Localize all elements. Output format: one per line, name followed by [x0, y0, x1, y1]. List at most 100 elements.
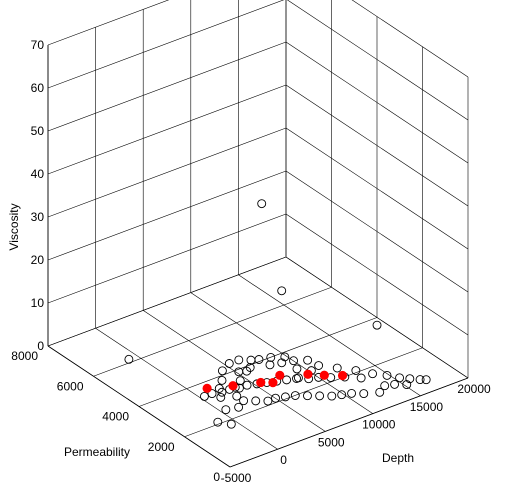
- data-point: [282, 375, 292, 385]
- back-wall-gridline: [285, 127, 469, 250]
- back-wall-gridline: [286, 0, 469, 121]
- highlighted-data-point: [256, 377, 266, 388]
- back-wall-gridline: [47, 0, 285, 89]
- highlighted-data-point: [202, 383, 212, 393]
- tick-label: 0: [37, 339, 44, 353]
- data-markers: [124, 199, 431, 429]
- data-point: [327, 391, 337, 401]
- back-wall-gridline: [47, 41, 287, 132]
- data-point: [347, 388, 357, 398]
- data-point: [271, 393, 280, 403]
- data-point: [213, 417, 223, 427]
- data-point: [421, 375, 431, 385]
- highlighted-data-point: [268, 378, 278, 388]
- data-point: [375, 387, 385, 397]
- data-point: [359, 389, 369, 399]
- back-wall-gridline: [285, 84, 469, 207]
- back-wall-gridline: [47, 127, 287, 218]
- data-point: [277, 358, 287, 368]
- data-point: [217, 375, 227, 385]
- x-axis-line: [229, 377, 469, 468]
- back-wall-gridline: [285, 41, 469, 164]
- data-point: [224, 359, 234, 368]
- tick-label: 6000: [57, 379, 84, 393]
- y-axis-line: [47, 345, 231, 468]
- highlighted-data-point: [275, 370, 285, 380]
- tick-label: 60: [31, 81, 45, 95]
- data-point: [356, 373, 366, 383]
- data-point: [405, 374, 415, 384]
- data-point: [280, 352, 290, 362]
- back-wall-gridline: [47, 0, 170, 46]
- floor-gridline: [184, 347, 423, 438]
- tick-labels: -500005000100001500020000020004000600080…: [11, 38, 491, 485]
- data-point: [226, 419, 236, 429]
- data-point: [242, 380, 252, 390]
- data-point: [415, 375, 425, 385]
- data-point: [332, 363, 342, 373]
- z-axis-label: Viscosity: [7, 203, 21, 250]
- data-point: [382, 370, 392, 380]
- floor-gridline: [138, 317, 378, 407]
- data-point: [217, 366, 227, 376]
- data-point: [207, 389, 217, 399]
- back-wall-gridline: [47, 213, 287, 304]
- tick-label: 5000: [318, 435, 345, 449]
- back-wall-gridline: [285, 213, 469, 336]
- tick-label: 2000: [148, 440, 175, 454]
- tick-label: 10000: [362, 418, 396, 432]
- data-point: [380, 381, 390, 391]
- back-wall-gridline: [285, 170, 469, 293]
- data-point: [234, 402, 244, 412]
- data-point: [263, 396, 273, 406]
- data-point: [372, 320, 382, 330]
- tick-label: 20000: [457, 382, 491, 396]
- tick-label: 8000: [11, 349, 38, 363]
- data-point: [292, 374, 301, 383]
- data-point: [257, 199, 267, 209]
- data-point: [368, 369, 378, 379]
- data-point: [246, 355, 256, 365]
- data-point: [266, 352, 276, 362]
- tick-label: -5000: [221, 471, 252, 485]
- data-point: [235, 376, 245, 386]
- tick-label: 4000: [102, 410, 129, 424]
- floor-gridline: [93, 286, 332, 377]
- back-wall-gridline: [47, 256, 287, 347]
- data-point: [303, 355, 313, 365]
- data-point: [217, 387, 227, 397]
- data-point: [277, 286, 287, 296]
- data-point: [199, 391, 209, 401]
- data-point: [239, 396, 249, 406]
- tick-label: 0: [213, 470, 220, 484]
- data-point: [292, 364, 302, 374]
- data-point: [265, 360, 275, 370]
- data-point: [254, 355, 264, 364]
- back-wall-gridline: [47, 84, 287, 175]
- data-point: [390, 379, 400, 389]
- tick-label: 0: [280, 453, 287, 467]
- highlighted-data-point: [228, 381, 238, 391]
- back-wall-gridline: [351, 0, 469, 78]
- x-axis-label: Depth: [382, 451, 414, 465]
- tick-label: 10: [31, 296, 45, 310]
- tick-label: 20: [31, 253, 45, 267]
- data-point: [280, 392, 290, 402]
- back-wall-gridline: [285, 256, 469, 379]
- highlighted-data-point: [303, 369, 313, 379]
- data-point: [395, 373, 405, 383]
- data-point: [251, 396, 261, 406]
- grid-layer: [47, 0, 469, 468]
- data-point: [314, 361, 324, 370]
- y-axis-label: Permeability: [64, 445, 130, 459]
- axis-labels: Depth Permeability Viscosity: [7, 203, 414, 465]
- data-point: [402, 380, 412, 390]
- data-point: [234, 355, 244, 365]
- data-point: [337, 390, 347, 400]
- data-point: [351, 366, 361, 375]
- data-point: [289, 356, 298, 366]
- tick-label: 15000: [410, 400, 444, 414]
- back-wall-gridline: [47, 170, 287, 261]
